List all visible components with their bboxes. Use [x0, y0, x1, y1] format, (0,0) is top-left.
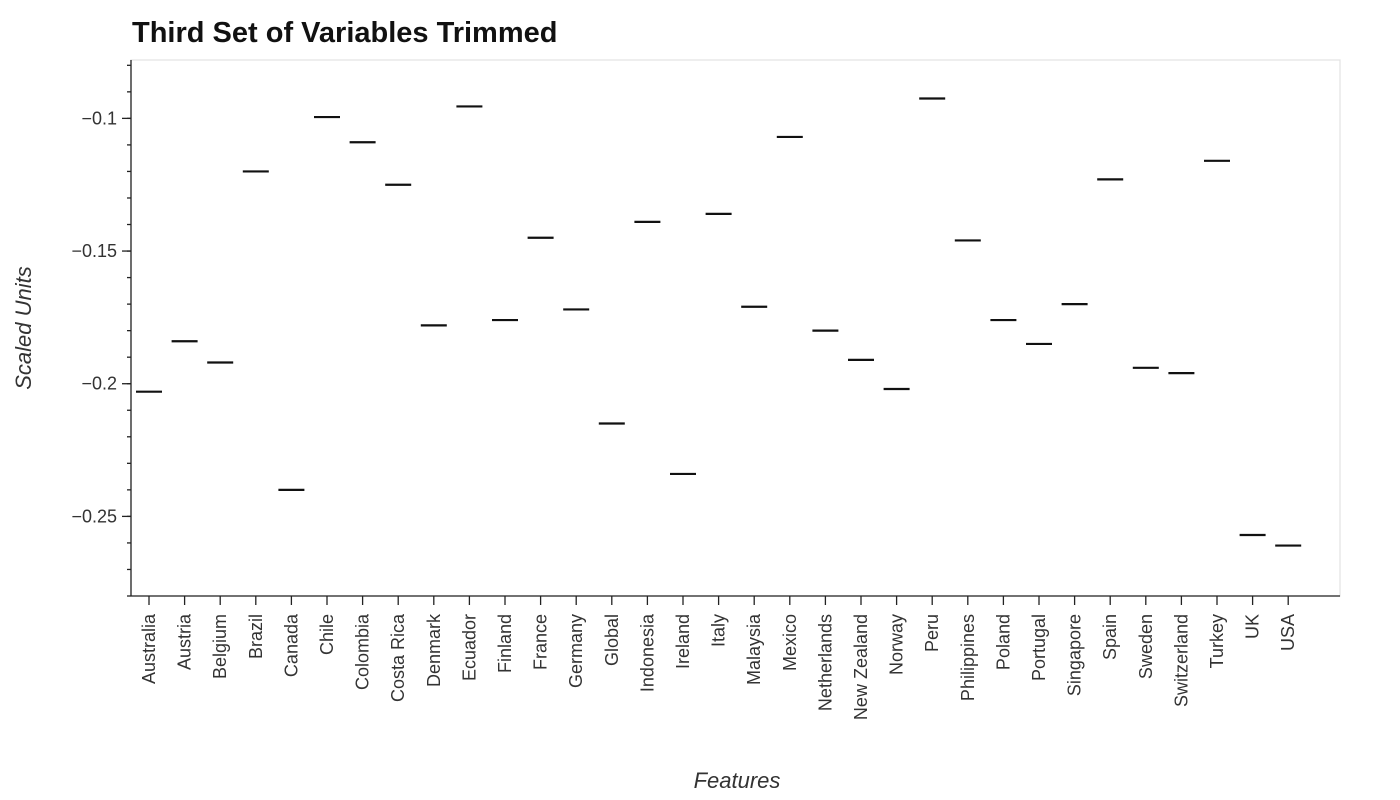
x-axis-label: Features	[694, 768, 781, 793]
x-tick-label: Canada	[281, 613, 301, 677]
x-tick-label: Peru	[922, 614, 942, 652]
x-tick-label: Norway	[887, 614, 907, 675]
x-tick-label: Indonesia	[637, 613, 657, 692]
x-tick-label: Chile	[317, 614, 337, 655]
x-tick-label: Turkey	[1207, 614, 1227, 668]
x-tick-label: Malaysia	[744, 613, 764, 685]
y-tick-label: −0.15	[71, 241, 117, 261]
x-tick-label: Poland	[993, 614, 1013, 670]
x-tick-label: Philippines	[958, 614, 978, 701]
x-tick-label: Denmark	[424, 613, 444, 687]
y-tick-label: −0.25	[71, 506, 117, 526]
x-tick-label: Switzerland	[1171, 614, 1191, 707]
y-tick-label: −0.2	[81, 374, 117, 394]
x-tick-label: UK	[1243, 614, 1263, 639]
y-axis-ticks: −0.25 −0.2 −0.15 −0.1	[71, 64, 131, 597]
x-tick-label: Netherlands	[815, 614, 835, 711]
x-tick-label: France	[531, 614, 551, 670]
x-tick-label: Spain	[1100, 614, 1120, 660]
x-tick-label: Australia	[139, 613, 159, 684]
x-tick-label: Portugal	[1029, 614, 1049, 681]
x-tick-label: Singapore	[1065, 614, 1085, 696]
x-tick-label: Brazil	[246, 614, 266, 659]
x-tick-label: Italy	[709, 614, 729, 647]
chart-title: Third Set of Variables Trimmed	[132, 17, 557, 49]
x-tick-label: Ireland	[673, 614, 693, 669]
y-tick-label: −0.1	[81, 108, 117, 128]
y-axis-label: Scaled Units	[11, 266, 36, 390]
x-tick-label: Colombia	[353, 613, 373, 690]
plot-frame	[130, 59, 1341, 597]
x-tick-label: Austria	[175, 613, 195, 670]
x-tick-label: Ecuador	[459, 614, 479, 681]
x-tick-label: Germany	[566, 614, 586, 688]
x-tick-label: Finland	[495, 614, 515, 673]
x-tick-label: Belgium	[210, 614, 230, 679]
data-marks	[136, 97, 1302, 547]
x-tick-label: Global	[602, 614, 622, 666]
x-tick-label: New Zealand	[851, 614, 871, 720]
x-axis-ticks: Australia Austria Belgium Brazil Canada Chile…	[139, 596, 1298, 720]
x-tick-label: Costa Rica	[388, 613, 408, 702]
x-tick-label: Sweden	[1136, 614, 1156, 679]
x-tick-label: USA	[1278, 614, 1298, 651]
x-tick-label: Mexico	[780, 614, 800, 671]
